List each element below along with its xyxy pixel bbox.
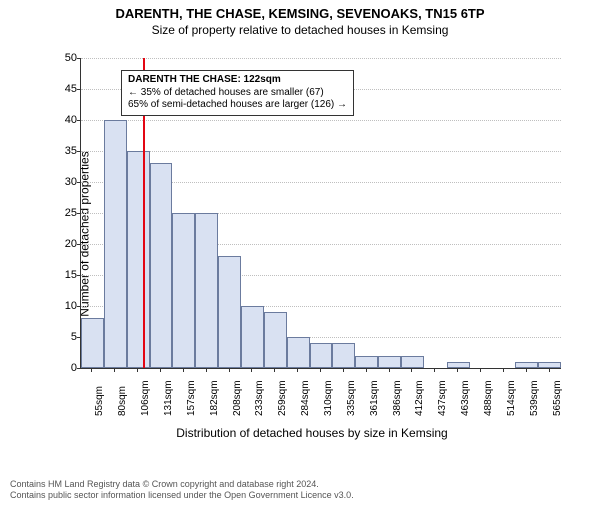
xtick-mark: [320, 368, 321, 372]
xtick-mark: [274, 368, 275, 372]
ytick-label: 0: [57, 362, 77, 374]
xtick-mark: [526, 368, 527, 372]
xtick-mark: [183, 368, 184, 372]
chart: Number of detached properties 0510152025…: [52, 54, 572, 414]
ytick-label: 35: [57, 145, 77, 157]
ytick-label: 25: [57, 207, 77, 219]
xtick-mark: [411, 368, 412, 372]
ytick-mark: [77, 368, 81, 369]
xtick-label: 106sqm: [140, 380, 151, 416]
xtick-mark: [91, 368, 92, 372]
ytick-mark: [77, 151, 81, 152]
xtick-mark: [343, 368, 344, 372]
gridline: [81, 151, 561, 152]
xtick-label: 131sqm: [163, 380, 174, 416]
bar: [515, 362, 538, 368]
gridline: [81, 120, 561, 121]
ytick-mark: [77, 213, 81, 214]
ytick-label: 15: [57, 269, 77, 281]
xtick-mark: [160, 368, 161, 372]
xtick-mark: [389, 368, 390, 372]
ytick-mark: [77, 89, 81, 90]
bar: [378, 356, 401, 368]
xtick-mark: [137, 368, 138, 372]
xtick-label: 463sqm: [460, 380, 471, 416]
xtick-mark: [549, 368, 550, 372]
xtick-label: 233sqm: [254, 380, 265, 416]
xtick-mark: [480, 368, 481, 372]
xtick-mark: [297, 368, 298, 372]
bar: [172, 213, 195, 368]
page-subtitle: Size of property relative to detached ho…: [0, 23, 600, 37]
xtick-mark: [457, 368, 458, 372]
bar: [150, 163, 173, 368]
bar: [287, 337, 310, 368]
xtick-label: 310sqm: [323, 380, 334, 416]
xtick-label: 157sqm: [186, 380, 197, 416]
xtick-label: 259sqm: [277, 380, 288, 416]
footer-line2: Contains public sector information licen…: [10, 490, 354, 502]
ytick-mark: [77, 120, 81, 121]
annotation-title: DARENTH THE CHASE: 122sqm: [128, 74, 347, 87]
xtick-label: 80sqm: [117, 386, 128, 416]
xtick-label: 488sqm: [483, 380, 494, 416]
ytick-label: 30: [57, 176, 77, 188]
footer-line1: Contains HM Land Registry data © Crown c…: [10, 479, 354, 491]
bar: [355, 356, 378, 368]
bar: [195, 213, 218, 368]
page-title: DARENTH, THE CHASE, KEMSING, SEVENOAKS, …: [0, 6, 600, 21]
bar: [241, 306, 264, 368]
bar: [127, 151, 150, 368]
bar: [218, 256, 241, 368]
bar: [264, 312, 287, 368]
footer: Contains HM Land Registry data © Crown c…: [10, 479, 354, 502]
xtick-label: 437sqm: [437, 380, 448, 416]
xtick-label: 412sqm: [414, 380, 425, 416]
xtick-label: 386sqm: [392, 380, 403, 416]
ytick-label: 5: [57, 331, 77, 343]
xtick-mark: [251, 368, 252, 372]
ytick-mark: [77, 182, 81, 183]
bar: [401, 356, 424, 368]
xtick-label: 208sqm: [232, 380, 243, 416]
ytick-label: 10: [57, 300, 77, 312]
xtick-label: 182sqm: [209, 380, 220, 416]
ytick-label: 45: [57, 83, 77, 95]
xtick-mark: [434, 368, 435, 372]
ytick-label: 40: [57, 114, 77, 126]
bar: [538, 362, 561, 368]
bar: [104, 120, 127, 368]
xtick-mark: [206, 368, 207, 372]
bar: [332, 343, 355, 368]
xtick-mark: [366, 368, 367, 372]
xtick-label: 514sqm: [506, 380, 517, 416]
xtick-label: 284sqm: [300, 380, 311, 416]
plot-area: 05101520253035404550 DARENTH THE CHASE: …: [80, 58, 561, 369]
annotation-box: DARENTH THE CHASE: 122sqm ← 35% of detac…: [121, 70, 354, 116]
ytick-mark: [77, 244, 81, 245]
annotation-line2: ← 35% of detached houses are smaller (67…: [128, 87, 347, 100]
xtick-label: 361sqm: [369, 380, 380, 416]
ytick-mark: [77, 306, 81, 307]
ytick-mark: [77, 58, 81, 59]
xtick-label: 55sqm: [94, 386, 105, 416]
ytick-label: 20: [57, 238, 77, 250]
xtick-label: 335sqm: [346, 380, 357, 416]
xtick-mark: [503, 368, 504, 372]
bar: [310, 343, 333, 368]
xtick-label: 565sqm: [552, 380, 563, 416]
ytick-mark: [77, 275, 81, 276]
bar: [81, 318, 104, 368]
xtick-mark: [114, 368, 115, 372]
x-axis-label: Distribution of detached houses by size …: [52, 426, 572, 440]
xtick-mark: [229, 368, 230, 372]
xtick-label: 539sqm: [529, 380, 540, 416]
gridline: [81, 58, 561, 59]
annotation-line3: 65% of semi-detached houses are larger (…: [128, 99, 347, 112]
ytick-label: 50: [57, 52, 77, 64]
